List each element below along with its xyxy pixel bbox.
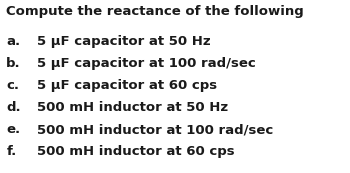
Text: e.: e. <box>6 123 20 136</box>
Text: 500 mH inductor at 100 rad/sec: 500 mH inductor at 100 rad/sec <box>37 123 273 136</box>
Text: 5 μF capacitor at 100 rad/sec: 5 μF capacitor at 100 rad/sec <box>37 57 256 70</box>
Text: c.: c. <box>6 79 19 92</box>
Text: 5 μF capacitor at 50 Hz: 5 μF capacitor at 50 Hz <box>37 35 210 48</box>
Text: a.: a. <box>6 35 20 48</box>
Text: Compute the reactance of the following: Compute the reactance of the following <box>6 5 304 18</box>
Text: 5 μF capacitor at 60 cps: 5 μF capacitor at 60 cps <box>37 79 217 92</box>
Text: 500 mH inductor at 60 cps: 500 mH inductor at 60 cps <box>37 145 235 158</box>
Text: d.: d. <box>6 101 21 114</box>
Text: b.: b. <box>6 57 21 70</box>
Text: 500 mH inductor at 50 Hz: 500 mH inductor at 50 Hz <box>37 101 228 114</box>
Text: f.: f. <box>6 145 16 158</box>
